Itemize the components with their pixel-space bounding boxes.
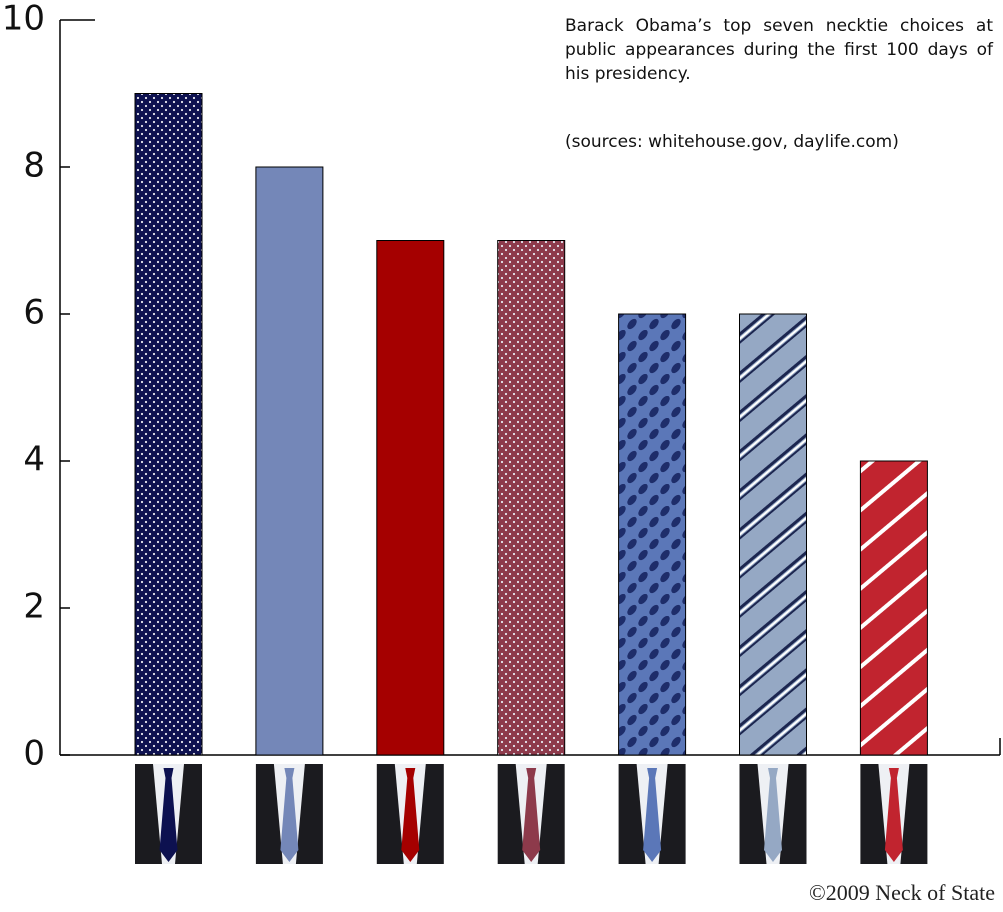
annotation: Barack Obama’s top seven necktie choices… [565, 16, 993, 84]
tie-photo [255, 764, 323, 864]
tie-photo [376, 764, 444, 864]
credit: ©2009 Neck of State [809, 880, 995, 905]
y-tick-label: 10 [2, 0, 45, 39]
y-tick-label: 8 [23, 146, 45, 186]
bar [859, 460, 928, 756]
y-tick-label: 0 [23, 734, 45, 774]
bar [255, 166, 324, 756]
y-tick-label: 6 [23, 293, 45, 333]
tie-photo [497, 764, 565, 864]
tie-photo [860, 764, 928, 864]
tie-photo [739, 764, 807, 864]
y-tick-label: 2 [23, 587, 45, 627]
source: (sources: whitehouse.gov, daylife.com) [565, 132, 899, 152]
bar [134, 93, 203, 756]
tie-photo [135, 764, 202, 864]
bar [497, 240, 566, 756]
bar [739, 313, 807, 756]
y-tick-label: 4 [23, 440, 45, 480]
bar [618, 313, 687, 756]
tie-photo [618, 764, 686, 864]
bar [376, 240, 445, 756]
